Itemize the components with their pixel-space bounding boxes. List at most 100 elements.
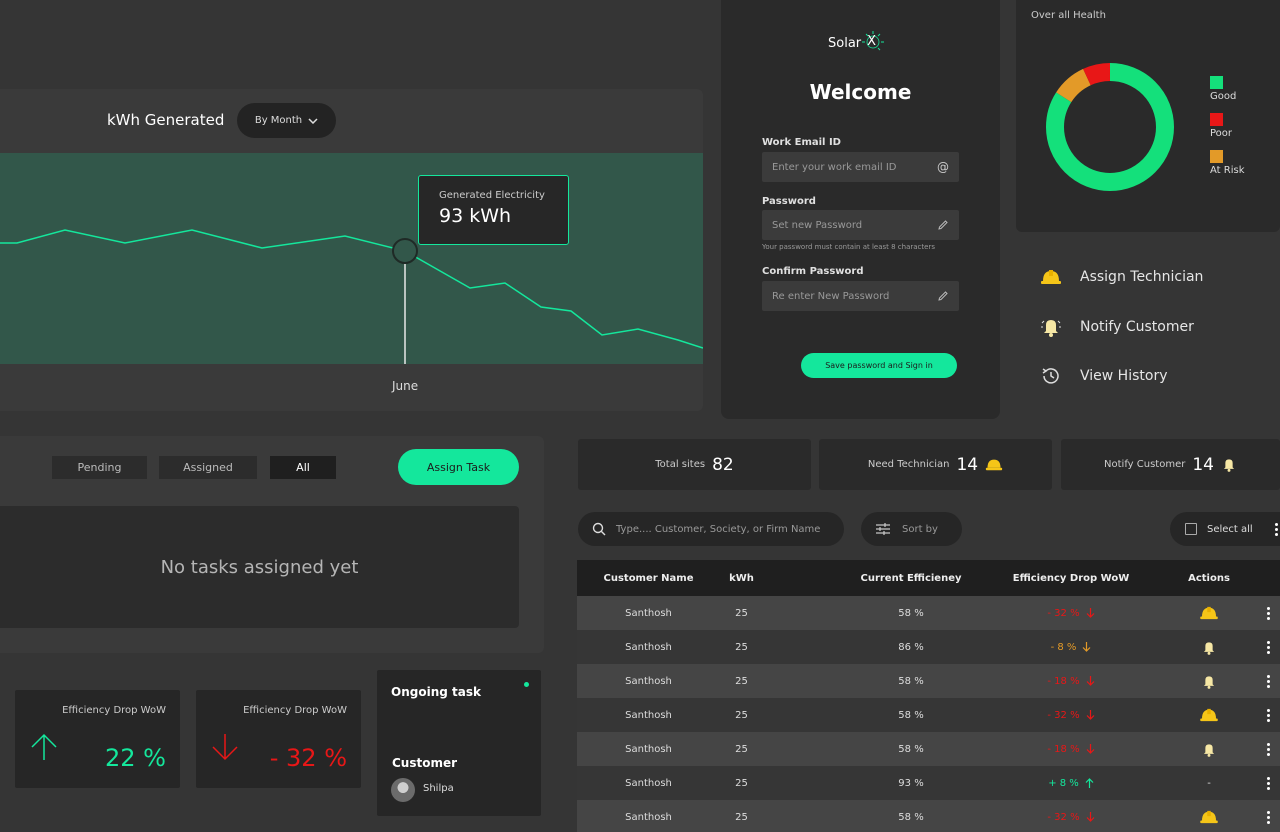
cell-action[interactable]	[1174, 810, 1244, 824]
row-menu[interactable]	[1244, 606, 1274, 620]
legend-poor: Poor	[1210, 113, 1245, 139]
arrow-up-icon	[31, 733, 57, 760]
table-row[interactable]: Santhosh 25 86 % - 8 %	[577, 630, 1280, 664]
legend-label: Poor	[1210, 128, 1233, 139]
chart-title: kWh Generated	[107, 111, 225, 129]
table-row[interactable]: Santhosh 25 58 % - 18 %	[577, 732, 1280, 766]
table-row[interactable]: Santhosh 25 93 % + 8 % -	[577, 766, 1280, 800]
pencil-icon	[938, 291, 948, 301]
view-history-action[interactable]: View History	[1040, 365, 1167, 387]
search-input[interactable]: Type.... Customer, Society, or Firm Name	[578, 512, 844, 546]
row-menu[interactable]	[1244, 776, 1274, 790]
more-icon[interactable]	[1267, 810, 1270, 824]
cell-kwh: 25	[735, 607, 748, 619]
kwh-line-chart	[0, 229, 703, 364]
customer-table: Customer Name kWh Current Efficieney Eff…	[577, 560, 1280, 832]
more-icon[interactable]	[1267, 674, 1270, 688]
cell-action[interactable]: -	[1174, 778, 1244, 789]
table-body: Santhosh 25 58 % - 32 % Santhosh 25 86 % - 8 % S…	[577, 596, 1280, 832]
col-efficiency-drop[interactable]: Efficiency Drop WoW	[1012, 572, 1130, 584]
cell-action[interactable]	[1174, 606, 1244, 620]
sort-button[interactable]: Sort by	[861, 512, 962, 546]
row-menu[interactable]	[1244, 640, 1274, 654]
chart-x-label: June	[392, 379, 419, 393]
stat-total-sites: Total sites 82	[578, 439, 811, 490]
efficiency-card-up: Efficiency Drop WoW 22 %	[15, 690, 180, 788]
more-icon[interactable]	[1267, 640, 1270, 654]
stat-label: Total sites	[655, 459, 706, 470]
bell-icon	[1040, 317, 1062, 337]
confirm-password-field[interactable]: Re enter New Password	[762, 281, 959, 311]
drop-value: - 8 %	[1050, 641, 1077, 653]
cell-name: Santhosh	[625, 777, 672, 789]
welcome-title: Welcome	[809, 80, 912, 104]
save-and-sign-in-button[interactable]: Save password and Sign in	[801, 353, 957, 378]
row-menu[interactable]	[1244, 810, 1274, 824]
drop-value: - 32 %	[1047, 709, 1080, 721]
tab-pending[interactable]: Pending	[52, 456, 147, 479]
sort-label: Sort by	[902, 523, 938, 535]
arrow-down-icon	[1086, 744, 1095, 754]
arrow-down-icon	[1086, 608, 1095, 618]
assign-technician-action[interactable]: Assign Technician	[1040, 269, 1203, 285]
tab-all[interactable]: All	[270, 456, 336, 479]
more-icon[interactable]	[1267, 606, 1270, 620]
period-select-value: By Month	[254, 115, 303, 126]
more-icon[interactable]	[1267, 776, 1270, 790]
assign-task-button[interactable]: Assign Task	[398, 449, 519, 485]
cell-action[interactable]	[1174, 708, 1244, 722]
history-icon	[1040, 365, 1062, 387]
row-menu[interactable]	[1244, 674, 1274, 688]
select-all-toggle[interactable]: Select all	[1170, 512, 1280, 546]
table-row[interactable]: Santhosh 25 58 % - 32 %	[577, 596, 1280, 630]
cell-action[interactable]	[1174, 742, 1244, 757]
period-select[interactable]: By Month	[237, 103, 336, 138]
legend-good: Good	[1210, 76, 1245, 102]
more-icon[interactable]	[1267, 708, 1270, 722]
notify-customer-action[interactable]: Notify Customer	[1040, 317, 1194, 337]
arrow-down-icon	[1086, 812, 1095, 822]
chart-highlight-point[interactable]	[392, 238, 418, 264]
col-actions: Actions	[1188, 572, 1230, 584]
avatar	[391, 778, 415, 802]
bell-icon	[1223, 459, 1235, 472]
customer-heading: Customer	[392, 756, 458, 770]
select-all-checkbox[interactable]	[1185, 523, 1197, 535]
drop-value: - 32 %	[1047, 607, 1080, 619]
helmet-icon[interactable]	[1199, 810, 1219, 824]
table-row[interactable]: Santhosh 25 58 % - 32 %	[577, 800, 1280, 832]
helmet-icon	[985, 459, 1003, 471]
confirm-label: Confirm Password	[762, 266, 864, 277]
table-row[interactable]: Santhosh 25 58 % - 18 %	[577, 664, 1280, 698]
email-field[interactable]: Enter your work email ID @	[762, 152, 959, 182]
more-icon[interactable]	[1274, 522, 1278, 536]
helmet-icon[interactable]	[1199, 708, 1219, 722]
bell-icon[interactable]	[1201, 640, 1217, 655]
sliders-icon	[876, 523, 890, 535]
row-menu[interactable]	[1244, 708, 1274, 722]
bell-icon[interactable]	[1201, 674, 1217, 689]
col-current-efficiency[interactable]: Current Efficieney	[860, 572, 962, 584]
col-kwh[interactable]: kWh	[729, 572, 754, 584]
ongoing-title: Ongoing task	[391, 685, 481, 699]
tab-assigned[interactable]: Assigned	[159, 456, 257, 479]
cell-action[interactable]	[1174, 640, 1244, 655]
cell-kwh: 25	[735, 709, 748, 721]
cell-drop: - 32 %	[996, 812, 1146, 823]
brand-mark: X	[867, 34, 877, 49]
efficiency-label: Efficiency Drop WoW	[243, 705, 347, 716]
notify-customer-label: Notify Customer	[1080, 319, 1194, 335]
table-row[interactable]: Santhosh 25 58 % - 32 %	[577, 698, 1280, 732]
cell-efficiency: 58 %	[898, 607, 924, 619]
arrow-down-icon	[1082, 642, 1091, 652]
cell-action[interactable]	[1174, 674, 1244, 689]
bell-icon[interactable]	[1201, 742, 1217, 757]
more-icon[interactable]	[1267, 742, 1270, 756]
health-title: Over all Health	[1031, 10, 1106, 21]
col-customer-name[interactable]: Customer Name	[603, 572, 694, 584]
password-field[interactable]: Set new Password	[762, 210, 959, 240]
helmet-icon[interactable]	[1199, 606, 1219, 620]
cell-efficiency: 58 %	[898, 675, 924, 687]
legend-label: Good	[1210, 91, 1237, 102]
row-menu[interactable]	[1244, 742, 1274, 756]
